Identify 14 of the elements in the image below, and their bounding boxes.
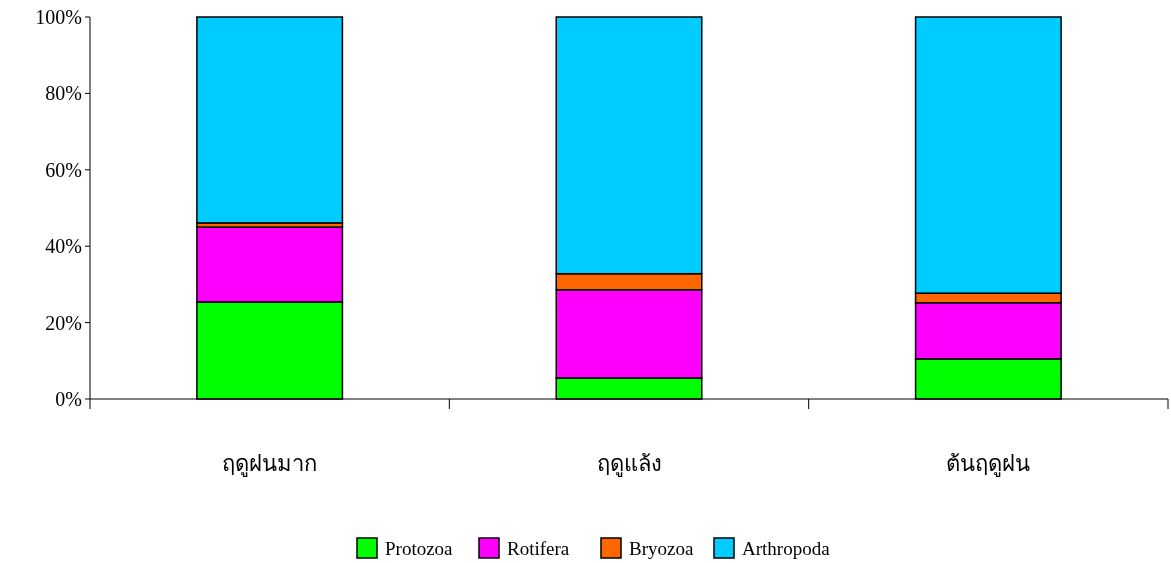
legend-label: Arthropoda xyxy=(742,537,831,559)
y-tick-label: 100% xyxy=(35,6,82,28)
y-tick-label: 0% xyxy=(55,388,82,410)
x-tick-label: ต้นฤดูฝน xyxy=(946,451,1031,477)
x-tick-label: ฤดูแล้ง xyxy=(596,451,662,477)
y-tick-label: 20% xyxy=(45,311,82,334)
y-tick-label: 60% xyxy=(45,158,82,181)
legend-label: Rotifera xyxy=(507,537,570,559)
bar xyxy=(196,16,344,224)
legend-label: Bryozoa xyxy=(629,537,694,559)
legend-label: Protozoa xyxy=(385,537,454,559)
x-tick-label: ฤดูฝนมาก xyxy=(222,451,318,477)
y-tick-label: 40% xyxy=(45,235,82,258)
y-tick-label: 80% xyxy=(45,82,82,105)
